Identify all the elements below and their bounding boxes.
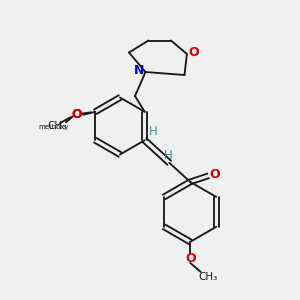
Text: O: O <box>209 168 220 181</box>
Text: H: H <box>164 149 172 162</box>
Text: O: O <box>71 108 82 121</box>
Text: CH₃: CH₃ <box>47 121 67 130</box>
Text: O: O <box>185 252 196 265</box>
Text: H: H <box>149 125 158 138</box>
Text: methoxy: methoxy <box>38 124 69 130</box>
Text: CH₃: CH₃ <box>199 272 218 282</box>
Text: N: N <box>134 64 144 77</box>
Text: O: O <box>188 46 199 59</box>
Text: O: O <box>71 108 82 121</box>
